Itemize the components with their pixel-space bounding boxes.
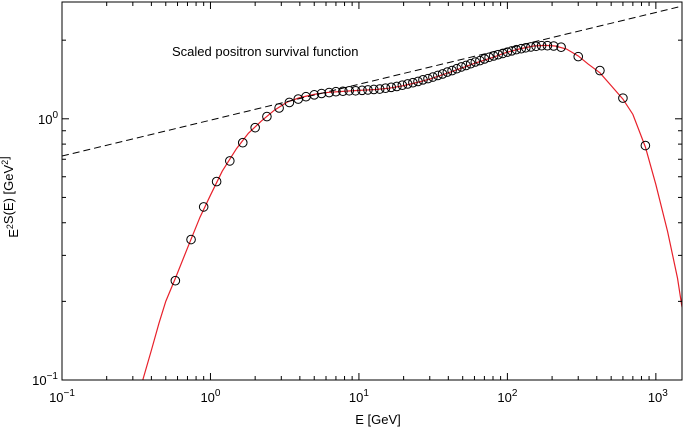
tick-label-base: 10	[200, 390, 214, 405]
data-point	[262, 111, 272, 122]
data-point	[465, 58, 476, 69]
data-point	[536, 40, 547, 51]
data-point	[397, 80, 408, 90]
data-point	[520, 42, 531, 53]
chart-annotation: Scaled positron survival function	[172, 44, 358, 59]
data-point	[357, 85, 367, 96]
x-tick-label: 101	[349, 388, 369, 405]
data-point	[511, 44, 522, 55]
tick-label-base: 10	[32, 373, 46, 388]
y-tick-label: 100	[38, 110, 58, 127]
x-tick-label: 102	[497, 388, 517, 405]
data-point	[423, 73, 433, 84]
y-label-superscript: 2	[0, 160, 10, 165]
y-axis-label: E2S(E) [GeV2]	[0, 156, 21, 238]
data-point	[274, 103, 284, 113]
x-axis-label: E [GeV]	[355, 412, 401, 427]
data-point	[186, 234, 196, 245]
tick-label-exponent: −1	[64, 388, 76, 399]
data-point	[526, 42, 536, 52]
data-point	[338, 86, 348, 97]
data-point	[250, 122, 260, 133]
data-point	[369, 84, 379, 95]
data-point	[380, 83, 391, 93]
tick-label-exponent: 1	[363, 388, 369, 399]
data-point	[331, 86, 341, 97]
data-point	[309, 90, 320, 100]
data-point	[556, 42, 566, 52]
data-point	[470, 57, 481, 67]
data-point	[408, 77, 418, 88]
data-point	[640, 140, 651, 151]
data-point	[497, 48, 508, 59]
y-label-text: S(E) [GeV	[1, 165, 16, 225]
tick-label-base: 10	[349, 390, 363, 405]
data-point	[225, 156, 235, 166]
data-point	[324, 87, 334, 98]
tick-label-exponent: −1	[47, 371, 59, 382]
data-point	[461, 60, 471, 71]
data-point	[488, 51, 499, 61]
tick-label-base: 10	[49, 390, 63, 405]
data-point	[198, 202, 209, 212]
y-label-text: ]	[0, 156, 11, 160]
data-point	[284, 97, 295, 108]
data-point	[502, 47, 513, 57]
y-label-superscript: 2	[5, 224, 15, 229]
x-tick-label: 103	[648, 388, 668, 405]
plot-frame	[61, 1, 683, 381]
data-point	[516, 43, 527, 54]
tick-label-exponent: 0	[52, 110, 58, 121]
data-point	[451, 63, 462, 74]
data-point	[402, 79, 413, 89]
data-point	[211, 176, 222, 187]
data-point	[484, 52, 494, 63]
model-curve-red	[142, 44, 682, 380]
data-point	[413, 76, 423, 87]
data-point	[350, 85, 361, 96]
tick-label-exponent: 3	[662, 388, 668, 399]
data-point	[573, 51, 584, 62]
data-point	[531, 41, 541, 52]
tick-label-base: 10	[497, 390, 511, 405]
data-point	[392, 81, 402, 92]
data-point	[493, 49, 503, 60]
y-tick-label: 10−1	[32, 371, 58, 388]
data-point	[237, 137, 248, 148]
data-point	[447, 65, 457, 76]
data-point	[595, 65, 605, 76]
data-point	[386, 82, 397, 93]
data-point	[418, 75, 428, 85]
data-point	[316, 88, 327, 99]
data-point	[479, 54, 490, 64]
data-point	[428, 72, 438, 82]
data-point	[170, 275, 181, 286]
tick-label-exponent: 2	[512, 388, 518, 399]
data-layer	[62, 5, 682, 380]
x-tick-label: 10−1	[49, 388, 75, 405]
data-point	[542, 40, 553, 51]
data-point	[442, 67, 453, 77]
data-point	[548, 41, 559, 51]
data-point	[618, 93, 628, 103]
data-point	[475, 55, 485, 66]
data-point	[437, 69, 448, 79]
tick-label-base: 10	[38, 112, 52, 127]
power-law-dashed-line	[62, 5, 682, 157]
y-label-text: E	[6, 229, 21, 238]
x-tick-label: 100	[200, 388, 220, 405]
data-point	[456, 62, 467, 72]
tick-label-exponent: 0	[215, 388, 221, 399]
data-point	[506, 46, 517, 56]
data-point	[433, 70, 443, 81]
tick-label-base: 10	[648, 390, 662, 405]
data-point	[344, 85, 355, 96]
data-point	[363, 85, 373, 95]
data-point	[374, 84, 385, 94]
